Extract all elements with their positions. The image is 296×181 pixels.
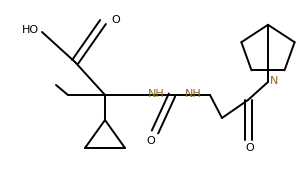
- Text: O: O: [111, 15, 120, 25]
- Text: O: O: [246, 143, 254, 153]
- Text: HO: HO: [22, 25, 39, 35]
- Text: NH: NH: [185, 89, 202, 99]
- Text: N: N: [270, 76, 278, 86]
- Text: O: O: [147, 136, 155, 146]
- Text: NH: NH: [148, 89, 165, 99]
